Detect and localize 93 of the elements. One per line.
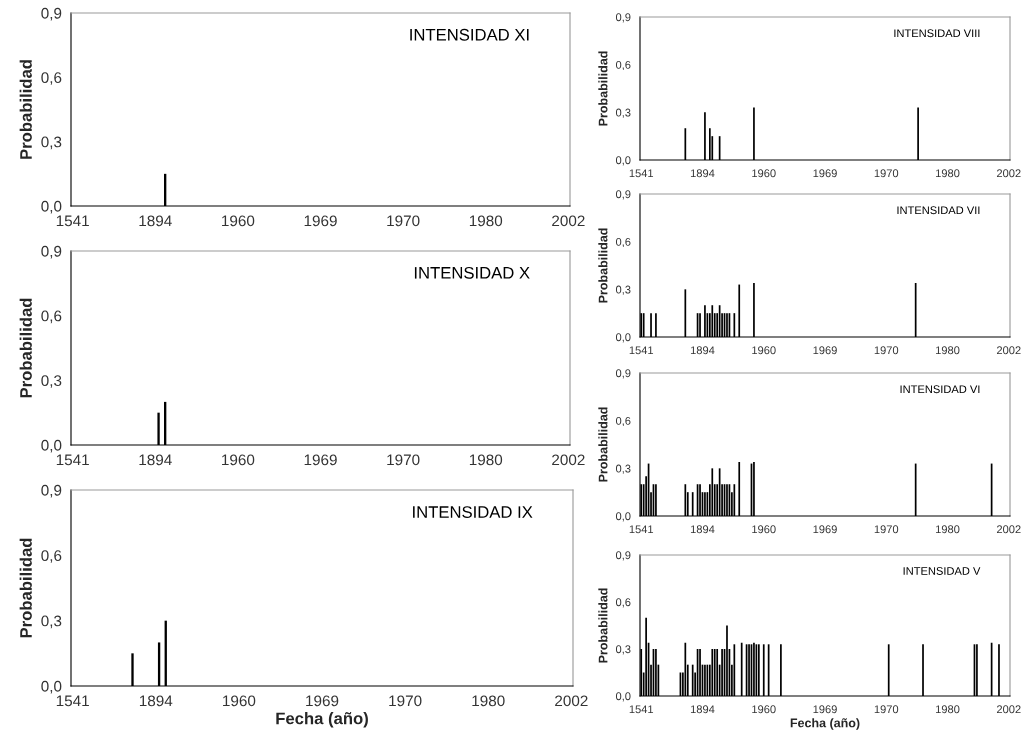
x-tick-label: 1960 xyxy=(223,695,256,707)
x-tick-label: 1980 xyxy=(936,705,960,714)
y-axis-title: Probabilidad xyxy=(19,538,32,638)
x-tick-label: 1980 xyxy=(469,215,503,227)
x-tick-label: 1970 xyxy=(387,454,420,466)
y-tick-label: 0,6 xyxy=(41,72,62,85)
y-tick-label: 0,0 xyxy=(41,200,62,214)
x-tick-label: 2002 xyxy=(552,454,585,466)
y-tick-label: 0,0 xyxy=(615,156,631,166)
x-axis-title: Fecha (año) xyxy=(790,718,860,730)
y-tick-label: 0,6 xyxy=(41,550,62,563)
y-tick-label: 0,0 xyxy=(615,692,631,702)
y-axis-title: Probabilidad xyxy=(598,51,608,126)
x-tick-label: 1894 xyxy=(690,346,715,355)
x-tick-label: 1541 xyxy=(629,169,654,178)
y-tick-label: 0,3 xyxy=(41,615,62,629)
x-tick-label: 1894 xyxy=(690,169,715,178)
x-tick-label: 1969 xyxy=(813,705,837,714)
y-tick-label: 0,3 xyxy=(41,136,62,150)
x-tick-label: 1969 xyxy=(813,346,837,355)
x-tick-label: 1541 xyxy=(56,215,89,227)
text: INTENSIDAD VI xyxy=(900,385,980,394)
x-tick-label: 1541 xyxy=(629,346,654,355)
x-tick-label: 1970 xyxy=(874,705,899,714)
y-tick-label: 0,0 xyxy=(615,333,631,343)
y-tick-label: 0,9 xyxy=(41,7,62,21)
y-tick-label: 0,0 xyxy=(615,512,631,522)
y-axis-title: Probabilidad xyxy=(19,60,32,159)
x-tick-label: 1980 xyxy=(936,346,960,355)
x-tick-label: 1541 xyxy=(629,705,654,714)
text: INTENSIDAD IX xyxy=(413,506,533,518)
y-tick-label: 0,9 xyxy=(615,190,631,200)
x-tick-label: 1894 xyxy=(139,215,172,227)
x-tick-label: 2002 xyxy=(996,346,1021,355)
text: INTENSIDAD VII xyxy=(897,206,980,215)
y-tick-label: 0,3 xyxy=(615,645,631,655)
y-tick-label: 0,9 xyxy=(41,245,62,259)
y-tick-label: 0,6 xyxy=(615,416,631,427)
y-tick-label: 0,6 xyxy=(615,237,631,248)
y-axis-title: Probabilidad xyxy=(598,588,608,663)
x-tick-label: 1960 xyxy=(222,215,255,227)
x-tick-label: 1894 xyxy=(139,454,172,466)
x-tick-label: 1960 xyxy=(752,525,776,534)
x-tick-label: 1970 xyxy=(874,525,899,534)
x-tick-label: 1541 xyxy=(56,454,89,466)
x-tick-label: 1960 xyxy=(222,454,255,466)
x-tick-label: 1980 xyxy=(936,169,960,178)
x-tick-label: 1969 xyxy=(304,454,337,466)
x-tick-label: 1970 xyxy=(389,695,422,707)
y-tick-label: 0,3 xyxy=(615,464,631,474)
text: INTENSIDAD XI xyxy=(410,28,529,41)
x-tick-label: 1970 xyxy=(874,169,899,178)
text: INTENSIDAD VIII xyxy=(894,29,980,38)
y-tick-label: 0,3 xyxy=(41,375,62,388)
x-tick-label: 2002 xyxy=(996,525,1021,534)
x-tick-label: 1894 xyxy=(690,705,715,714)
x-tick-label: 1970 xyxy=(874,346,899,355)
y-tick-label: 0,0 xyxy=(41,439,62,453)
y-tick-label: 0,9 xyxy=(41,484,62,498)
x-tick-label: 1960 xyxy=(752,169,776,178)
x-tick-label: 2002 xyxy=(552,215,585,227)
x-axis-title: Fecha (año) xyxy=(276,712,368,728)
x-tick-label: 1970 xyxy=(387,215,420,227)
y-tick-label: 0,9 xyxy=(615,13,631,23)
x-tick-label: 1969 xyxy=(304,215,337,227)
x-tick-label: 2002 xyxy=(996,705,1021,714)
x-tick-label: 1960 xyxy=(752,346,776,355)
y-tick-label: 0,0 xyxy=(41,680,62,694)
y-tick-label: 0,3 xyxy=(615,108,631,118)
y-tick-label: 0,6 xyxy=(41,310,62,324)
y-axis-title: Probabilidad xyxy=(19,298,32,398)
text: INTENSIDAD V xyxy=(903,567,981,575)
x-tick-label: 1969 xyxy=(813,525,837,534)
y-tick-label: 0,9 xyxy=(615,369,631,379)
x-tick-label: 2002 xyxy=(555,695,588,707)
y-axis-title: Probabilidad xyxy=(598,407,608,482)
x-tick-label: 1969 xyxy=(813,169,837,178)
x-tick-label: 2002 xyxy=(996,169,1021,178)
x-tick-label: 1969 xyxy=(306,695,339,707)
x-tick-label: 1541 xyxy=(629,525,654,534)
x-tick-label: 1894 xyxy=(690,525,715,534)
x-tick-label: 1894 xyxy=(139,695,173,707)
x-tick-label: 1980 xyxy=(936,525,960,534)
y-tick-label: 0,9 xyxy=(615,551,631,561)
y-tick-label: 0,6 xyxy=(615,598,631,608)
text: INTENSIDAD X xyxy=(414,266,530,279)
x-tick-label: 1980 xyxy=(469,454,503,466)
y-tick-label: 0,3 xyxy=(615,285,631,295)
y-tick-label: 0,6 xyxy=(615,60,631,71)
x-tick-label: 1980 xyxy=(472,695,505,707)
x-tick-label: 1541 xyxy=(56,695,89,707)
y-axis-title: Probabilidad xyxy=(598,228,608,303)
x-tick-label: 1960 xyxy=(752,705,776,714)
